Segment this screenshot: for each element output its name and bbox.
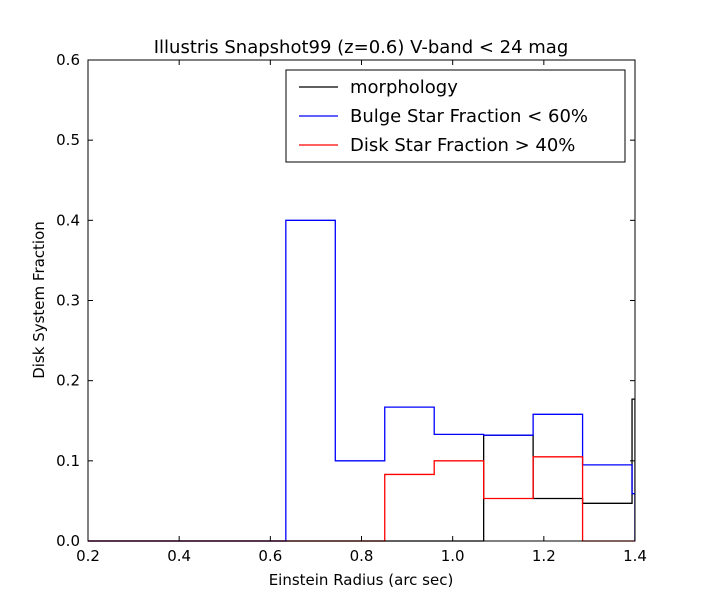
chart-title: Illustris Snapshot99 (z=0.6) V-band < 24… [154, 37, 569, 58]
legend-box [285, 69, 626, 163]
y-tick-label: 0.3 [56, 292, 80, 310]
x-tick-label: 1.0 [441, 547, 465, 565]
legend-label-1: Bulge Star Fraction < 60% [350, 106, 588, 127]
histogram-series-0 [88, 398, 635, 542]
legend-label-0: morphology [350, 77, 458, 98]
x-tick-label: 1.4 [623, 547, 647, 565]
y-tick-label: 0.1 [56, 452, 80, 470]
x-tick-label: 0.2 [76, 547, 100, 565]
axis-ticks: 0.2 0.4 0.6 0.8 1.0 1.2 1.4 0.0 0.1 0.2 0.3 0.4 0.5 0… [56, 51, 647, 565]
y-axis-label: Disk System Fraction [30, 221, 48, 379]
histogram-series-1 [88, 219, 635, 542]
x-tick-label: 0.8 [350, 547, 374, 565]
y-tick-label: 0.6 [56, 51, 80, 69]
y-tick-label: 0.2 [56, 372, 80, 390]
y-tick-label: 0.4 [56, 211, 80, 229]
x-tick-label: 0.6 [258, 547, 282, 565]
y-tick-label: 0.0 [56, 532, 80, 550]
legend: morphology Bulge Star Fraction < 60% Disk … [285, 69, 626, 163]
plot-area [88, 219, 635, 542]
y-tick-label: 0.5 [56, 131, 80, 149]
x-axis-label: Einstein Radius (arc sec) [269, 571, 454, 589]
x-tick-label: 0.4 [167, 547, 191, 565]
x-tick-label: 1.2 [532, 547, 556, 565]
legend-label-2: Disk Star Fraction > 40% [350, 135, 575, 156]
